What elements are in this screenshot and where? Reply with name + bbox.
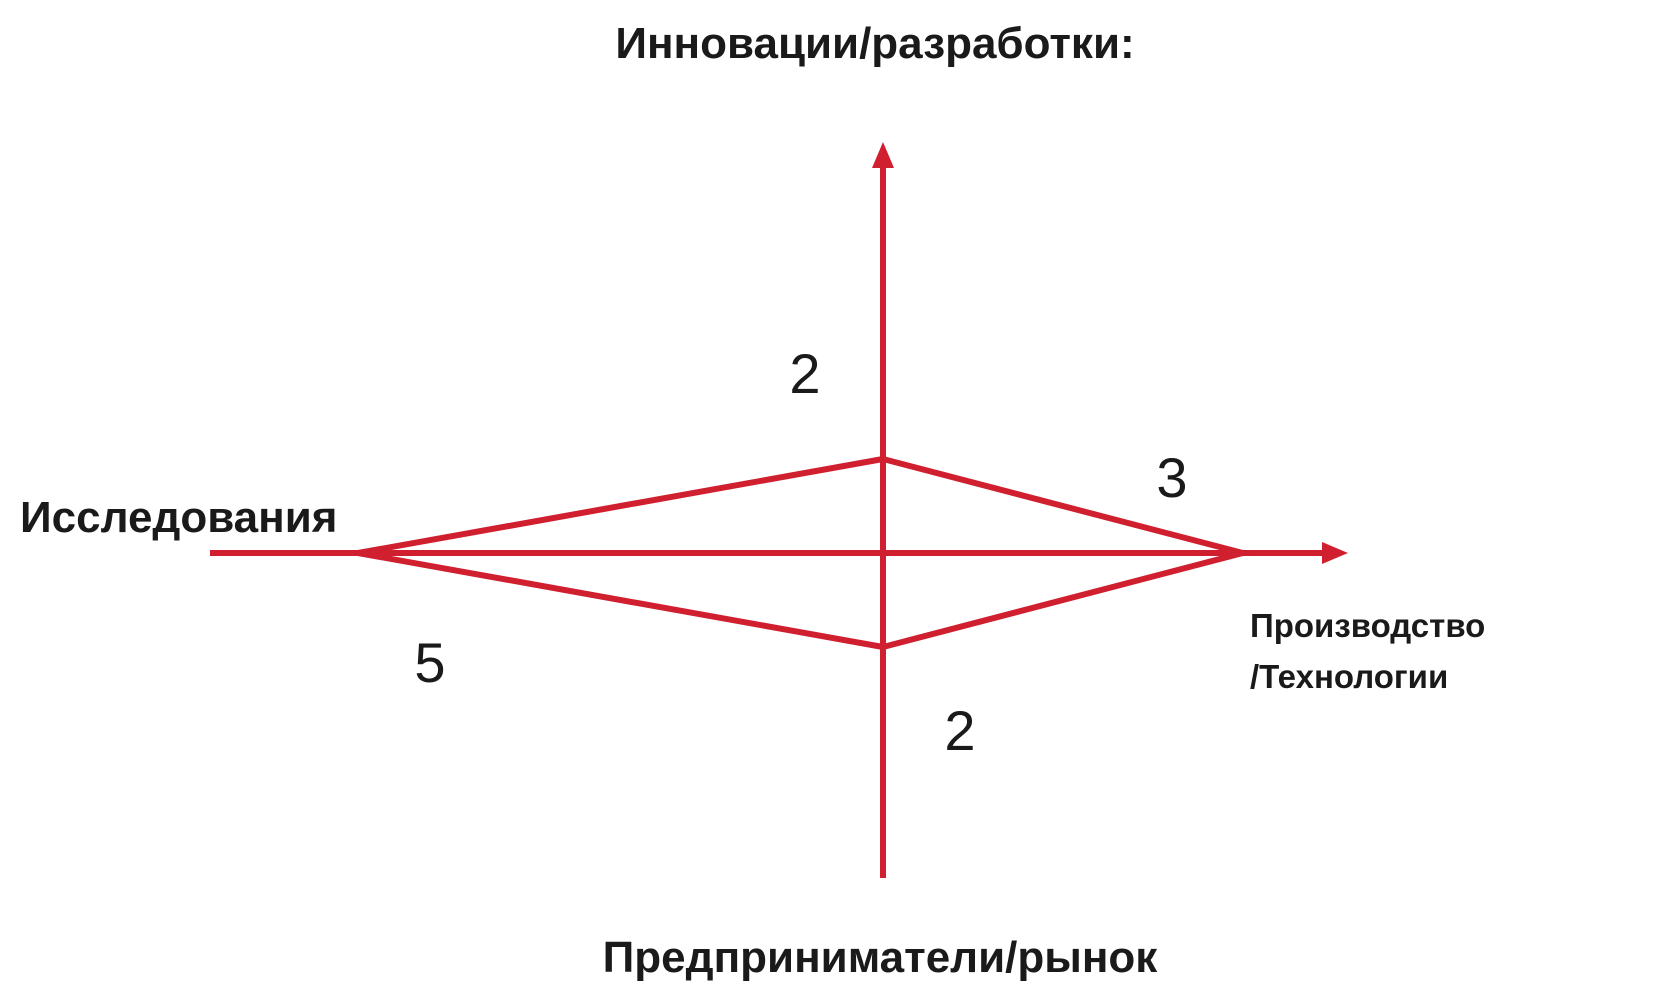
value-kite-shape (357, 455, 1255, 651)
value-label-right: 3 (1156, 446, 1187, 509)
axis-label-innovations: Инновации/разработки: (615, 19, 1134, 68)
axis-label-research: Исследования (20, 493, 337, 542)
value-label-up: 2 (789, 342, 820, 405)
value-label-down: 2 (944, 699, 975, 762)
right-arrowhead (1322, 542, 1348, 564)
axis-label-production: Производство (1250, 607, 1485, 644)
axis-label-entrepreneurs: Предприниматели/рынок (603, 933, 1159, 982)
value-label-left: 5 (414, 631, 445, 694)
up-arrowhead (872, 142, 894, 168)
axis-label-technologies: /Технологии (1250, 658, 1448, 695)
